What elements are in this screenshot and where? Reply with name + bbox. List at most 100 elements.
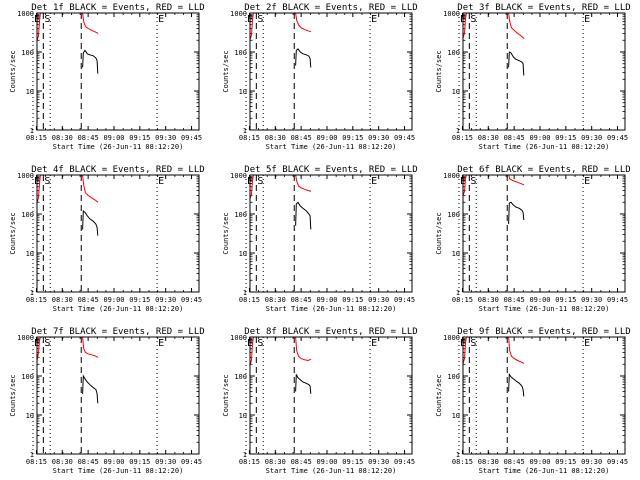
events-series-line — [295, 374, 312, 394]
x-tick-label: 09:45 — [181, 458, 202, 466]
lld-series-line — [250, 175, 312, 200]
x-tick-label: 09:30 — [581, 134, 602, 142]
events-series-line — [508, 372, 525, 397]
y-tick-label: 1000 — [230, 334, 247, 342]
x-tick-label: 09:00 — [529, 458, 550, 466]
x-tick-label: 09:15 — [342, 458, 363, 466]
x-tick-label: 08:45 — [78, 134, 99, 142]
x-tick-label: 08:30 — [478, 134, 499, 142]
x-tick-label: 08:30 — [265, 134, 286, 142]
y-axis-label: Counts/sec — [9, 50, 17, 92]
panel-2: Det 2f BLACK = Events, RED = LLD 1 10 100 10… — [222, 3, 418, 151]
events-series-line — [508, 51, 525, 76]
y-tick-label: 100 — [21, 211, 34, 219]
panel-title: Det 6f BLACK = Events, RED = LLD — [457, 165, 630, 175]
events-series-line — [295, 48, 312, 68]
x-tick-label: 09:00 — [529, 134, 550, 142]
plot-frame — [462, 174, 626, 293]
panel-1: Det 1f BLACK = Events, RED = LLD 1 10 100 10… — [9, 3, 205, 151]
x-tick-label: 09:00 — [529, 296, 550, 304]
x-tick-label: 08:30 — [478, 296, 499, 304]
panel-title: Det 9f BLACK = Events, RED = LLD — [457, 327, 630, 337]
marker-label: S — [470, 14, 476, 25]
x-tick-label: 09:00 — [103, 296, 124, 304]
lld-series-line — [37, 337, 99, 362]
marker-label: E — [584, 14, 590, 25]
x-tick-label: 08:45 — [504, 134, 525, 142]
panel-title: Det 1f BLACK = Events, RED = LLD — [31, 3, 204, 13]
x-tick-label: 08:30 — [478, 458, 499, 466]
x-tick-label: 08:30 — [52, 296, 73, 304]
y-tick-label: 100 — [234, 373, 247, 381]
lld-series-line — [463, 337, 525, 365]
x-tick-label: 08:30 — [265, 296, 286, 304]
y-tick-label: 100 — [447, 49, 460, 57]
y-tick-label: 1 — [456, 451, 460, 459]
y-tick-label: 1000 — [17, 10, 34, 18]
x-tick-label: 08:45 — [291, 134, 312, 142]
marker-label: E — [158, 14, 164, 25]
x-tick-label: 09:30 — [155, 296, 176, 304]
x-tick-label: 09:30 — [368, 134, 389, 142]
x-axis-label: Start Time (26-Jun-11 08:12:20) — [53, 467, 184, 475]
y-axis-label: Counts/sec — [222, 50, 230, 92]
marker-label: E — [158, 338, 164, 349]
y-axis-label: Counts/sec — [435, 374, 443, 416]
y-tick-label: 10 — [26, 250, 34, 258]
lld-series-line — [250, 13, 312, 41]
y-tick-label: 1000 — [230, 10, 247, 18]
y-tick-label: 1000 — [443, 172, 460, 180]
y-tick-label: 1 — [30, 127, 34, 135]
y-tick-label: 1000 — [443, 334, 460, 342]
x-tick-label: 09:15 — [555, 296, 576, 304]
marker-label: E — [371, 176, 377, 187]
x-tick-label: 09:15 — [342, 296, 363, 304]
y-tick-label: 10 — [239, 88, 247, 96]
panel-title: Det 2f BLACK = Events, RED = LLD — [244, 3, 417, 13]
marker-label: S — [44, 14, 50, 25]
x-tick-label: 09:00 — [103, 134, 124, 142]
lld-series-line — [250, 337, 312, 366]
x-tick-label: 09:15 — [129, 134, 150, 142]
y-tick-label: 100 — [447, 373, 460, 381]
lld-series-line — [37, 175, 99, 204]
x-tick-label: 09:15 — [129, 458, 150, 466]
y-tick-label: 10 — [26, 412, 34, 420]
y-tick-label: 100 — [21, 49, 34, 57]
x-axis-label: Start Time (26-Jun-11 08:12:20) — [266, 305, 397, 313]
events-series-line — [295, 201, 312, 230]
marker-label: S — [470, 176, 476, 187]
panel-title: Det 3f BLACK = Events, RED = LLD — [457, 3, 630, 13]
y-axis-label: Counts/sec — [222, 212, 230, 254]
plot-frame — [36, 174, 200, 293]
y-tick-label: 1000 — [443, 10, 460, 18]
y-tick-label: 10 — [452, 412, 460, 420]
x-tick-label: 08:45 — [291, 296, 312, 304]
lld-series-line — [463, 13, 525, 39]
y-tick-label: 1 — [243, 127, 247, 135]
marker-label: E — [584, 176, 590, 187]
x-tick-label: 09:45 — [181, 134, 202, 142]
x-tick-label: 09:45 — [607, 458, 628, 466]
x-tick-label: 08:45 — [291, 458, 312, 466]
y-tick-label: 1 — [30, 451, 34, 459]
x-tick-label: 08:45 — [504, 458, 525, 466]
panel-7: Det 7f BLACK = Events, RED = LLD 1 10 100 10… — [9, 327, 205, 475]
y-tick-label: 100 — [234, 211, 247, 219]
marker-label: E — [371, 338, 377, 349]
y-tick-label: 1 — [456, 289, 460, 297]
x-tick-label: 09:15 — [555, 458, 576, 466]
y-tick-label: 10 — [239, 412, 247, 420]
marker-label: E — [584, 338, 590, 349]
y-axis-label: Counts/sec — [9, 374, 17, 416]
plot-frame — [36, 336, 200, 455]
marker-label: S — [257, 176, 263, 187]
y-axis-label: Counts/sec — [9, 212, 17, 254]
plot-frame — [249, 336, 413, 455]
x-tick-label: 09:15 — [342, 134, 363, 142]
x-tick-label: 09:45 — [181, 296, 202, 304]
y-tick-label: 10 — [26, 88, 34, 96]
events-series-line — [508, 201, 525, 225]
x-tick-label: 08:30 — [52, 134, 73, 142]
